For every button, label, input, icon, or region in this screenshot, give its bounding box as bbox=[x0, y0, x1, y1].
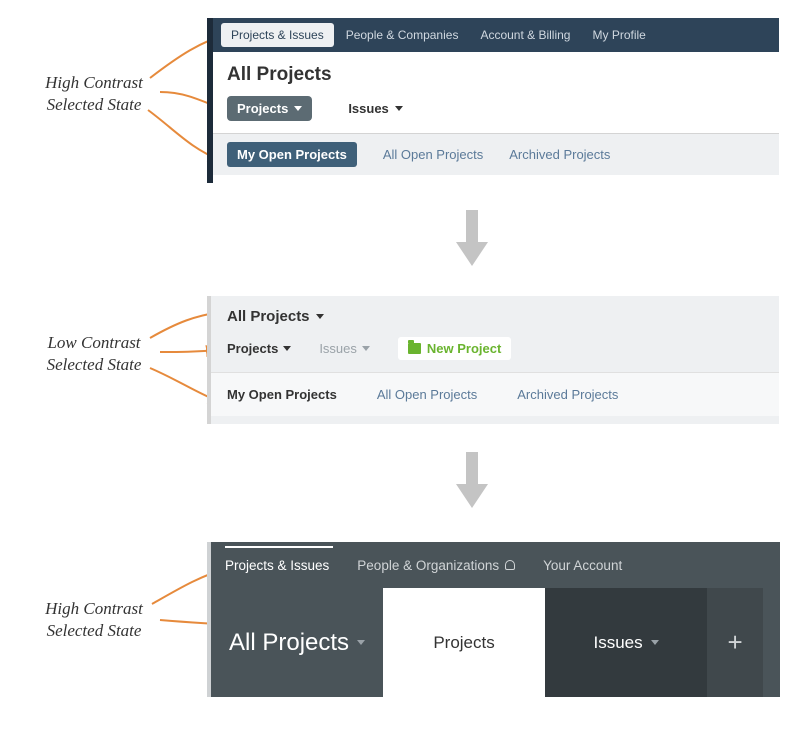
bell-icon bbox=[505, 560, 515, 570]
chevron-down-icon bbox=[395, 106, 403, 111]
nav-your-account[interactable]: Your Account bbox=[543, 558, 622, 573]
issues-dropdown[interactable]: Issues bbox=[319, 341, 370, 356]
folder-icon bbox=[408, 343, 421, 354]
tab-all-open-projects[interactable]: All Open Projects bbox=[383, 147, 483, 162]
chevron-down-icon bbox=[283, 346, 291, 351]
nav-account-billing[interactable]: Account & Billing bbox=[470, 23, 580, 47]
sub-nav: All Projects Projects Issues + bbox=[211, 588, 780, 697]
all-projects-dropdown[interactable]: All Projects bbox=[211, 296, 779, 333]
transition-arrow-icon bbox=[452, 450, 492, 510]
tab-issues[interactable]: Issues bbox=[545, 588, 707, 697]
chevron-down-icon bbox=[294, 106, 302, 111]
active-underline bbox=[225, 546, 333, 548]
sub-tabs: My Open Projects All Open Projects Archi… bbox=[211, 372, 779, 416]
chevron-down-icon bbox=[362, 346, 370, 351]
all-projects-dropdown[interactable]: All Projects bbox=[211, 588, 383, 697]
plus-icon: + bbox=[727, 627, 742, 658]
annotation-label-1: High ContrastSelected State bbox=[24, 72, 164, 116]
panel-low-contrast: All Projects Projects Issues New Project… bbox=[207, 296, 779, 424]
chevron-down-icon bbox=[651, 640, 659, 645]
tab-my-open-projects[interactable]: My Open Projects bbox=[227, 142, 357, 167]
nav-projects-issues[interactable]: Projects & Issues bbox=[225, 558, 329, 573]
tab-archived-projects[interactable]: Archived Projects bbox=[509, 147, 610, 162]
tab-my-open-projects[interactable]: My Open Projects bbox=[227, 387, 337, 402]
tab-archived-projects[interactable]: Archived Projects bbox=[517, 387, 618, 402]
chevron-down-icon bbox=[357, 640, 365, 645]
add-button[interactable]: + bbox=[707, 588, 763, 697]
tab-all-open-projects[interactable]: All Open Projects bbox=[377, 387, 477, 402]
chevron-down-icon bbox=[316, 314, 324, 319]
projects-dropdown[interactable]: Projects bbox=[227, 96, 312, 121]
nav-my-profile[interactable]: My Profile bbox=[582, 23, 655, 47]
panel-high-contrast-new: Projects & Issues People & Organizations… bbox=[207, 542, 780, 697]
transition-arrow-icon bbox=[452, 208, 492, 268]
projects-dropdown[interactable]: Projects bbox=[227, 341, 291, 356]
sub-tabs: My Open Projects All Open Projects Archi… bbox=[213, 134, 779, 175]
page-title: All Projects bbox=[213, 52, 779, 96]
annotation-label-3: High ContrastSelected State bbox=[24, 598, 164, 642]
issues-dropdown[interactable]: Issues bbox=[348, 101, 402, 116]
nav-projects-issues[interactable]: Projects & Issues bbox=[221, 23, 334, 47]
annotation-label-2: Low ContrastSelected State bbox=[24, 332, 164, 376]
tab-projects[interactable]: Projects bbox=[383, 588, 545, 697]
top-nav: Projects & Issues People & Companies Acc… bbox=[213, 18, 779, 52]
nav-people-organizations[interactable]: People & Organizations bbox=[357, 558, 515, 573]
top-nav: Projects & Issues People & Organizations… bbox=[211, 542, 780, 588]
panel-high-contrast-old: Projects & Issues People & Companies Acc… bbox=[207, 18, 779, 183]
nav-people-companies[interactable]: People & Companies bbox=[336, 23, 469, 47]
new-project-button[interactable]: New Project bbox=[398, 337, 511, 360]
